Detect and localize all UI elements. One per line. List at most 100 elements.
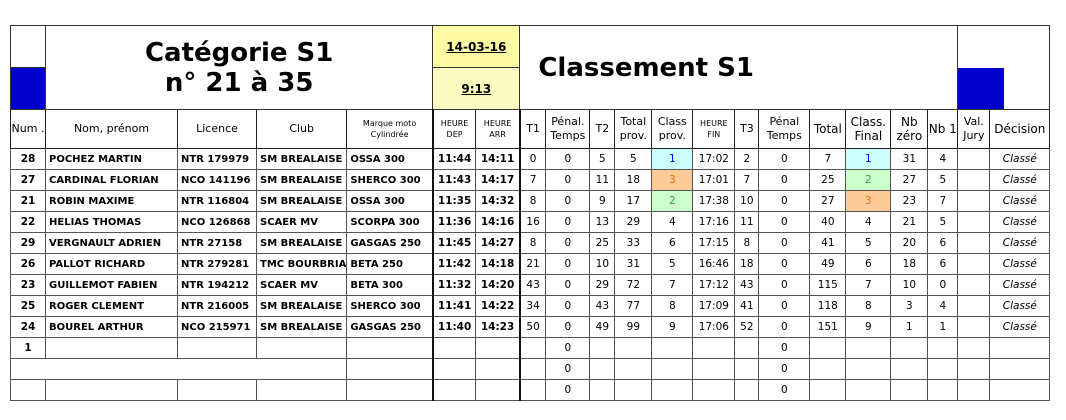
cell-total [809,379,847,401]
cell-decision: Classé [989,316,1051,338]
cell-nb-one: 4 [927,295,959,317]
cell-class-prov [651,358,694,380]
cell-name: ROGER CLEMENT [45,295,178,317]
table-row: 21 ROBIN MAXIME NTR 116804 SM BREALAISE OSSA… [10,190,1051,212]
header-penalty-time-2: Pénal Temps [758,109,811,149]
cell-total-prov: 17 [614,190,653,212]
cell-penalty-time: 0 [545,148,591,170]
cell-bike: BETA 300 [346,274,434,296]
cell-club: TMC BOURBRIA [255,253,348,275]
cell-jury [957,190,991,212]
cell-name: CARDINAL FLORIAN [45,169,178,191]
cell-name: HELIAS THOMAS [45,211,178,233]
cell-total-prov: 18 [614,169,653,191]
cell-class-prov: 8 [651,295,694,317]
header-t3: T3 [734,109,760,149]
cell-decision [989,337,1051,359]
cell-t1: 34 [518,295,547,317]
cell-start-time: 11:41 [431,295,477,317]
cell-total-prov: 33 [614,232,653,254]
cell-end-time: 17:15 [692,232,736,254]
cell-end-time: 17:09 [692,295,736,317]
cell-jury [957,337,991,359]
cell-penalty-time-2: 0 [758,253,811,275]
cell-licence: NTR 279281 [177,253,257,275]
cell-jury [957,211,991,233]
cell-nb-one [927,337,959,359]
cell-class-final: 4 [845,211,892,233]
cell-class-prov: 2 [651,190,694,212]
cell-nb-zero: 3 [890,295,929,317]
cell-nb-one: 7 [927,190,959,212]
cell-club: SM BREALAISE [255,169,348,191]
cell-end-time: 17:02 [692,148,736,170]
cell-club [255,337,348,359]
cell-num: 22 [10,211,46,233]
cell-total: 27 [809,190,847,212]
cell-class-final: 7 [845,274,892,296]
header-num: Num . [10,109,46,149]
cell-t1 [518,337,547,359]
cell-licence: NTR 216005 [177,295,257,317]
cell-arrival-time: 14:23 [475,316,521,338]
cell-penalty-time: 0 [545,337,591,359]
cell-t3 [734,358,760,380]
cell-t2: 29 [589,274,616,296]
cell-start-time: 11:44 [431,148,477,170]
cell-t3 [734,337,760,359]
cell-penalty-time: 0 [545,274,591,296]
header-name: Nom, prénom [45,109,178,149]
header-club: Club [255,109,348,149]
header-t1: T1 [518,109,547,149]
cell-class-final [845,358,892,380]
cell-class-final: 9 [845,316,892,338]
cell-t1 [518,358,547,380]
cell-licence [177,379,257,401]
cell-end-time: 16:46 [692,253,736,275]
cell-jury [957,316,991,338]
table-row: 25 ROGER CLEMENT NTR 216005 SM BREALAISE SHE… [10,295,1051,317]
cell-t2: 9 [589,190,616,212]
cell-penalty-time-2: 0 [758,379,811,401]
cell-class-final: 1 [845,148,892,170]
cell-nb-zero [890,358,929,380]
cell-penalty-time: 0 [545,295,591,317]
cell-penalty-time-2: 0 [758,274,811,296]
corner-cell [10,25,46,68]
cell-start-time: 11:32 [431,274,477,296]
header-penalty-time: Pénal. Temps [545,109,591,149]
cell-class-final: 5 [845,232,892,254]
cell-decision: Classé [989,253,1051,275]
cell-total-prov: 29 [614,211,653,233]
cell-bike: OSSA 300 [346,148,434,170]
cell-bike: OSSA 300 [346,190,434,212]
cell-name: ROBIN MAXIME [45,190,178,212]
cell-t2: 43 [589,295,616,317]
cell-arrival-time: 14:16 [475,211,521,233]
cell-total: 40 [809,211,847,233]
cell-penalty-time-2: 0 [758,295,811,317]
cell-nb-one: 5 [927,211,959,233]
cell-nb-zero: 18 [890,253,929,275]
cell-arrival-time: 14:11 [475,148,521,170]
cell-class-prov: 4 [651,211,694,233]
cell-end-time: 17:16 [692,211,736,233]
cell-jury [957,148,991,170]
cell-penalty-time: 0 [545,211,591,233]
cell-name: PALLOT RICHARD [45,253,178,275]
cell-total-prov [614,358,653,380]
cell-nb-one: 4 [927,148,959,170]
time-cell: 9:13 [432,67,521,110]
cell-start-time: 11:45 [431,232,477,254]
cell-nb-zero [890,379,929,401]
cell-t2: 49 [589,316,616,338]
cell-t3: 41 [734,295,760,317]
cell-start-time [431,337,477,359]
table-row: 29 VERGNAULT ADRIEN NTR 27158 SM BREALAISE G… [10,232,1051,254]
cell-penalty-time-2: 0 [758,148,811,170]
cell-decision: Classé [989,190,1051,212]
cell-class-prov: 1 [651,148,694,170]
cell-t1: 50 [518,316,547,338]
cell-name: GUILLEMOT FABIEN [45,274,178,296]
